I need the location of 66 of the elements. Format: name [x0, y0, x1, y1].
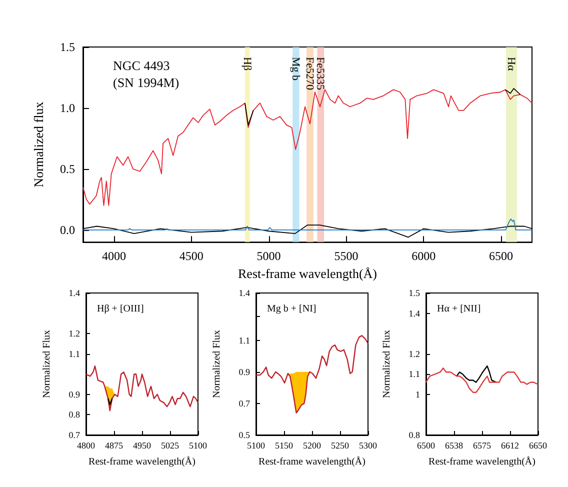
y-axis-title: Normalized Flux	[382, 330, 392, 398]
band-label: Hα	[504, 57, 517, 71]
x-tick-label: 6575	[473, 440, 492, 450]
y-tick-label: 1.2	[68, 328, 80, 339]
x-tick-label: 4500	[179, 249, 204, 264]
x-tick-label: 5500	[334, 249, 358, 264]
x-axis-title: Rest-frame wavelength(Å)	[238, 266, 377, 281]
y-tick-label: 1.1	[238, 335, 250, 346]
line-series	[255, 335, 369, 414]
text: Mg b + [NI]	[267, 304, 316, 314]
y-tick-label: 1.2	[408, 348, 420, 359]
line-series	[82, 218, 532, 230]
band-label: Mg b	[289, 57, 302, 82]
y-tick-label: 0.5	[238, 430, 250, 440]
x-tick-label: 5000	[256, 249, 281, 264]
y-tick-label: 0.8	[408, 430, 420, 440]
x-tick-label: 4950	[133, 440, 152, 450]
line-series	[82, 89, 532, 206]
x-axis-title: Rest-frame wavelength(Å)	[88, 456, 196, 468]
y-axis-title: Normalized Flux	[212, 330, 222, 398]
y-tick-label: 1.4	[408, 308, 420, 318]
y-tick-label: 1.4	[68, 288, 80, 298]
x-tick-label: 5250	[331, 440, 350, 450]
text: Hβ + [OIII]	[97, 304, 144, 314]
y-tick-label: 0.7	[68, 430, 80, 440]
text: Hα + [NII]	[437, 304, 481, 314]
x-tick-label: 6000	[412, 249, 436, 264]
y-tick-label: 1.4	[238, 288, 250, 298]
x-tick-label: 6500	[417, 440, 436, 450]
x-tick-label: 6612	[501, 440, 519, 450]
line-series	[85, 365, 199, 412]
x-tick-label: 6650	[529, 440, 548, 450]
line-series	[456, 365, 497, 383]
band-label: Fe5335	[314, 57, 326, 90]
annotation: NGC 4493	[113, 58, 170, 73]
y-tick-label: 0.5	[60, 162, 75, 176]
x-tick-label: 5025	[161, 440, 180, 450]
y-tick-label: 0.8	[68, 410, 80, 420]
x-tick-label: 4800	[77, 440, 96, 450]
y-tick-label: 1	[416, 389, 420, 400]
y-tick-label: 1.5	[60, 40, 75, 54]
x-tick-label: 4000	[102, 249, 126, 264]
y-axis-title: Normalized flux	[31, 101, 46, 188]
x-axis-title: Rest-frame wavelength(Å)	[258, 456, 366, 468]
x-tick-label: 5200	[303, 440, 322, 450]
y-tick-label: 0.9	[68, 389, 80, 400]
y-tick-label: 1.0	[60, 100, 75, 115]
y-tick-label: 0.9	[238, 366, 250, 377]
x-tick-label: 6538	[445, 440, 464, 450]
band-label: Fe5270	[303, 57, 316, 90]
x-tick-label: 6500	[489, 249, 514, 264]
x-tick-label: 5100	[189, 440, 208, 450]
line-series	[425, 367, 539, 393]
band-label: Hβ	[240, 57, 253, 71]
x-tick-label: 4875	[105, 440, 124, 450]
x-tick-label: 5150	[275, 440, 294, 450]
annotation: (SN 1994M)	[113, 75, 180, 90]
x-tick-label: 5300	[359, 440, 378, 450]
y-tick-label: 1.1	[68, 348, 80, 359]
y-tick-label: 1.1	[408, 369, 420, 380]
y-tick-label: 0.0	[60, 222, 75, 237]
y-axis-title: Normalized Flux	[42, 330, 52, 398]
x-axis-title: Rest-frame wavelength(Å)	[428, 456, 536, 468]
x-tick-label: 5100	[247, 440, 266, 450]
y-tick-label: 1.5	[408, 288, 420, 298]
y-tick-label: 0.7	[238, 398, 250, 408]
